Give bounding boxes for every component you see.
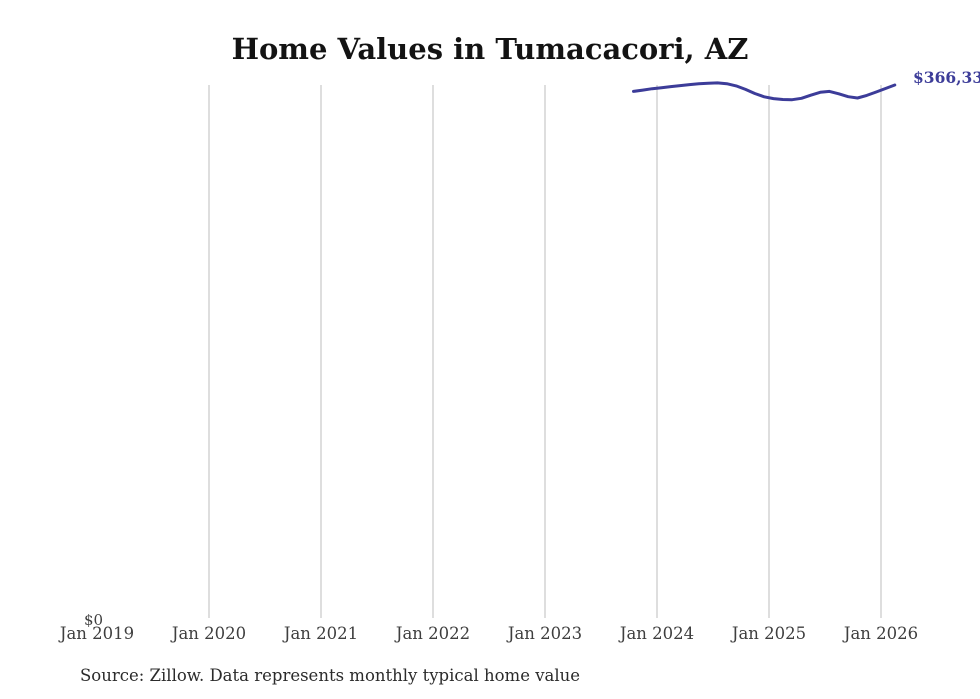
x-tick-label: Jan 2025 <box>731 624 807 643</box>
last-value-label: $366,333 <box>913 68 980 87</box>
chart-title: Home Values in Tumacacori, AZ <box>231 32 749 66</box>
home-value-line <box>632 81 897 102</box>
x-tick-label: Jan 2024 <box>619 624 695 643</box>
x-tick-label: Jan 2023 <box>507 624 583 643</box>
x-tick-label: Jan 2021 <box>283 624 359 643</box>
x-tick-label: Jan 2019 <box>59 624 135 643</box>
source-note: Source: Zillow. Data represents monthly … <box>80 666 581 685</box>
x-tick-label: Jan 2020 <box>171 624 247 643</box>
y-axis-zero-label: $0 <box>84 611 104 629</box>
x-tick-label: Jan 2026 <box>843 624 919 643</box>
x-tick-label: Jan 2022 <box>395 624 471 643</box>
